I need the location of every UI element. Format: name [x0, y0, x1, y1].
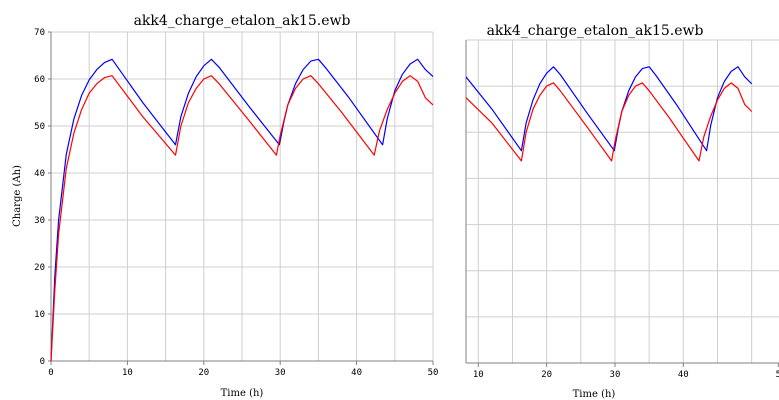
series-line-1	[466, 82, 753, 162]
x-tick-label: 50	[428, 368, 439, 378]
grid	[466, 39, 779, 364]
chart-title: akk4_charge_etalon_ak15.ewb	[134, 13, 351, 29]
x-tick-label: 30	[610, 370, 621, 380]
x-tick-label: 40	[351, 368, 362, 378]
x-tick-label: 5	[776, 370, 779, 380]
y-tick-label: 20	[34, 263, 45, 273]
y-tick-label: 60	[34, 75, 45, 85]
x-tick-label: 10	[122, 368, 133, 378]
series-lines	[466, 66, 753, 162]
grid	[50, 31, 434, 362]
chart-left: 0 10 20 30 40 50 0 10 20 30 40 50 60 70 akk4_charge_…	[12, 13, 438, 399]
y-tick-label: 0	[40, 357, 45, 367]
x-axis-label: Time (h)	[221, 388, 264, 399]
x-tick-label: 10	[473, 370, 484, 380]
series-line-0	[50, 58, 434, 362]
y-tick-label: 30	[34, 216, 45, 226]
chart-title: akk4_charge_etalon_ak15.ewb	[487, 23, 704, 39]
x-tick-label: 40	[678, 370, 689, 380]
x-tick-label: 20	[541, 370, 552, 380]
series-line-1	[50, 75, 434, 362]
x-tick-label: 30	[275, 368, 286, 378]
y-axis-label: Charge (Ah)	[12, 165, 23, 227]
y-tick-label: 40	[34, 169, 45, 179]
chart-right: 10 20 30 40 5 akk4_charge_etalon_ak15.ewb Ti…	[465, 23, 779, 400]
x-tick-labels: 0 10 20 30 40 50	[48, 361, 438, 378]
y-tick-label: 10	[34, 310, 45, 320]
x-tick-label: 0	[48, 368, 53, 378]
y-tick-labels: 0 10 20 30 40 50 60 70	[34, 28, 51, 367]
series-lines	[50, 58, 434, 362]
x-axis-label: Time (h)	[573, 389, 616, 400]
x-tick-label: 20	[198, 368, 209, 378]
y-tick-label: 50	[34, 122, 45, 132]
series-line-0	[466, 66, 753, 152]
x-tick-labels: 10 20 30 40 5	[473, 363, 779, 380]
y-tick-label: 70	[34, 28, 45, 38]
